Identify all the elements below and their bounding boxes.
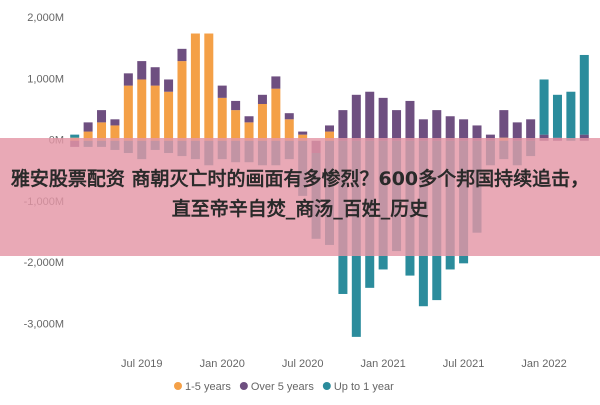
bar — [217, 85, 227, 98]
bar — [190, 33, 200, 141]
bar — [97, 110, 107, 123]
bar — [164, 79, 174, 92]
bar — [257, 94, 267, 104]
bar — [378, 97, 388, 141]
bar — [83, 122, 93, 132]
bar — [110, 125, 120, 141]
bar — [579, 54, 589, 135]
bar — [257, 103, 267, 141]
bar — [512, 122, 522, 141]
bar — [539, 134, 549, 141]
x-tick-label: Jan 2020 — [200, 358, 245, 370]
bar — [325, 131, 334, 141]
bar — [97, 122, 107, 141]
bar — [418, 119, 428, 141]
bar — [351, 94, 361, 141]
x-tick-label: Jul 2019 — [121, 358, 163, 370]
bar — [472, 125, 482, 141]
bar — [231, 100, 241, 111]
bar — [123, 85, 133, 141]
legend-label: 1-5 years — [185, 381, 231, 393]
bar — [432, 110, 442, 141]
bar — [325, 125, 334, 132]
y-tick-label: -2,000M — [24, 257, 64, 269]
bar — [298, 134, 308, 141]
legend-marker — [239, 382, 248, 390]
bar — [284, 113, 294, 120]
banner — [0, 138, 600, 256]
bar — [231, 110, 241, 141]
banner-text[interactable]: 雅安股票配资 商朝灭亡时的画面有多惨烈？600多个邦国持续追击，直至帝辛自焚_商… — [10, 168, 590, 220]
bar — [177, 48, 187, 62]
y-tick-label: 2,000M — [27, 12, 64, 24]
bar — [405, 100, 415, 141]
bar — [150, 67, 160, 86]
bar — [499, 110, 509, 138]
bar — [164, 91, 174, 141]
bar — [123, 73, 133, 86]
bar — [298, 131, 308, 135]
bar — [244, 116, 254, 123]
bar — [539, 79, 549, 135]
bar — [137, 61, 147, 80]
bar — [70, 134, 80, 138]
x-tick-label: Jul 2020 — [282, 358, 324, 370]
y-tick-label: 1,000M — [27, 73, 64, 85]
bar — [579, 134, 589, 141]
x-tick-label: Jan 2022 — [521, 358, 566, 370]
bar — [177, 61, 187, 141]
bar — [365, 91, 375, 141]
bar — [445, 116, 455, 141]
bar — [204, 33, 214, 141]
y-tick-label: -3,000M — [24, 319, 64, 331]
bar — [271, 76, 281, 89]
bar — [150, 85, 160, 141]
bar — [271, 88, 281, 141]
bar — [392, 110, 402, 141]
bar — [338, 110, 348, 141]
x-tick-label: Jul 2021 — [443, 358, 485, 370]
bar — [284, 119, 294, 141]
bar — [552, 94, 562, 138]
x-tick-label: Jan 2021 — [361, 358, 406, 370]
bar — [485, 134, 495, 141]
bar — [459, 119, 469, 141]
bar — [137, 79, 147, 141]
legend-marker — [174, 382, 182, 390]
bar — [110, 119, 120, 126]
bar — [217, 97, 227, 141]
bar — [244, 122, 254, 141]
legend-label: Over 5 years — [251, 381, 314, 393]
bar — [566, 91, 576, 141]
bar — [83, 131, 93, 141]
bar — [526, 119, 536, 141]
legend-marker — [322, 382, 331, 390]
legend-label: Up to 1 year — [334, 381, 394, 393]
